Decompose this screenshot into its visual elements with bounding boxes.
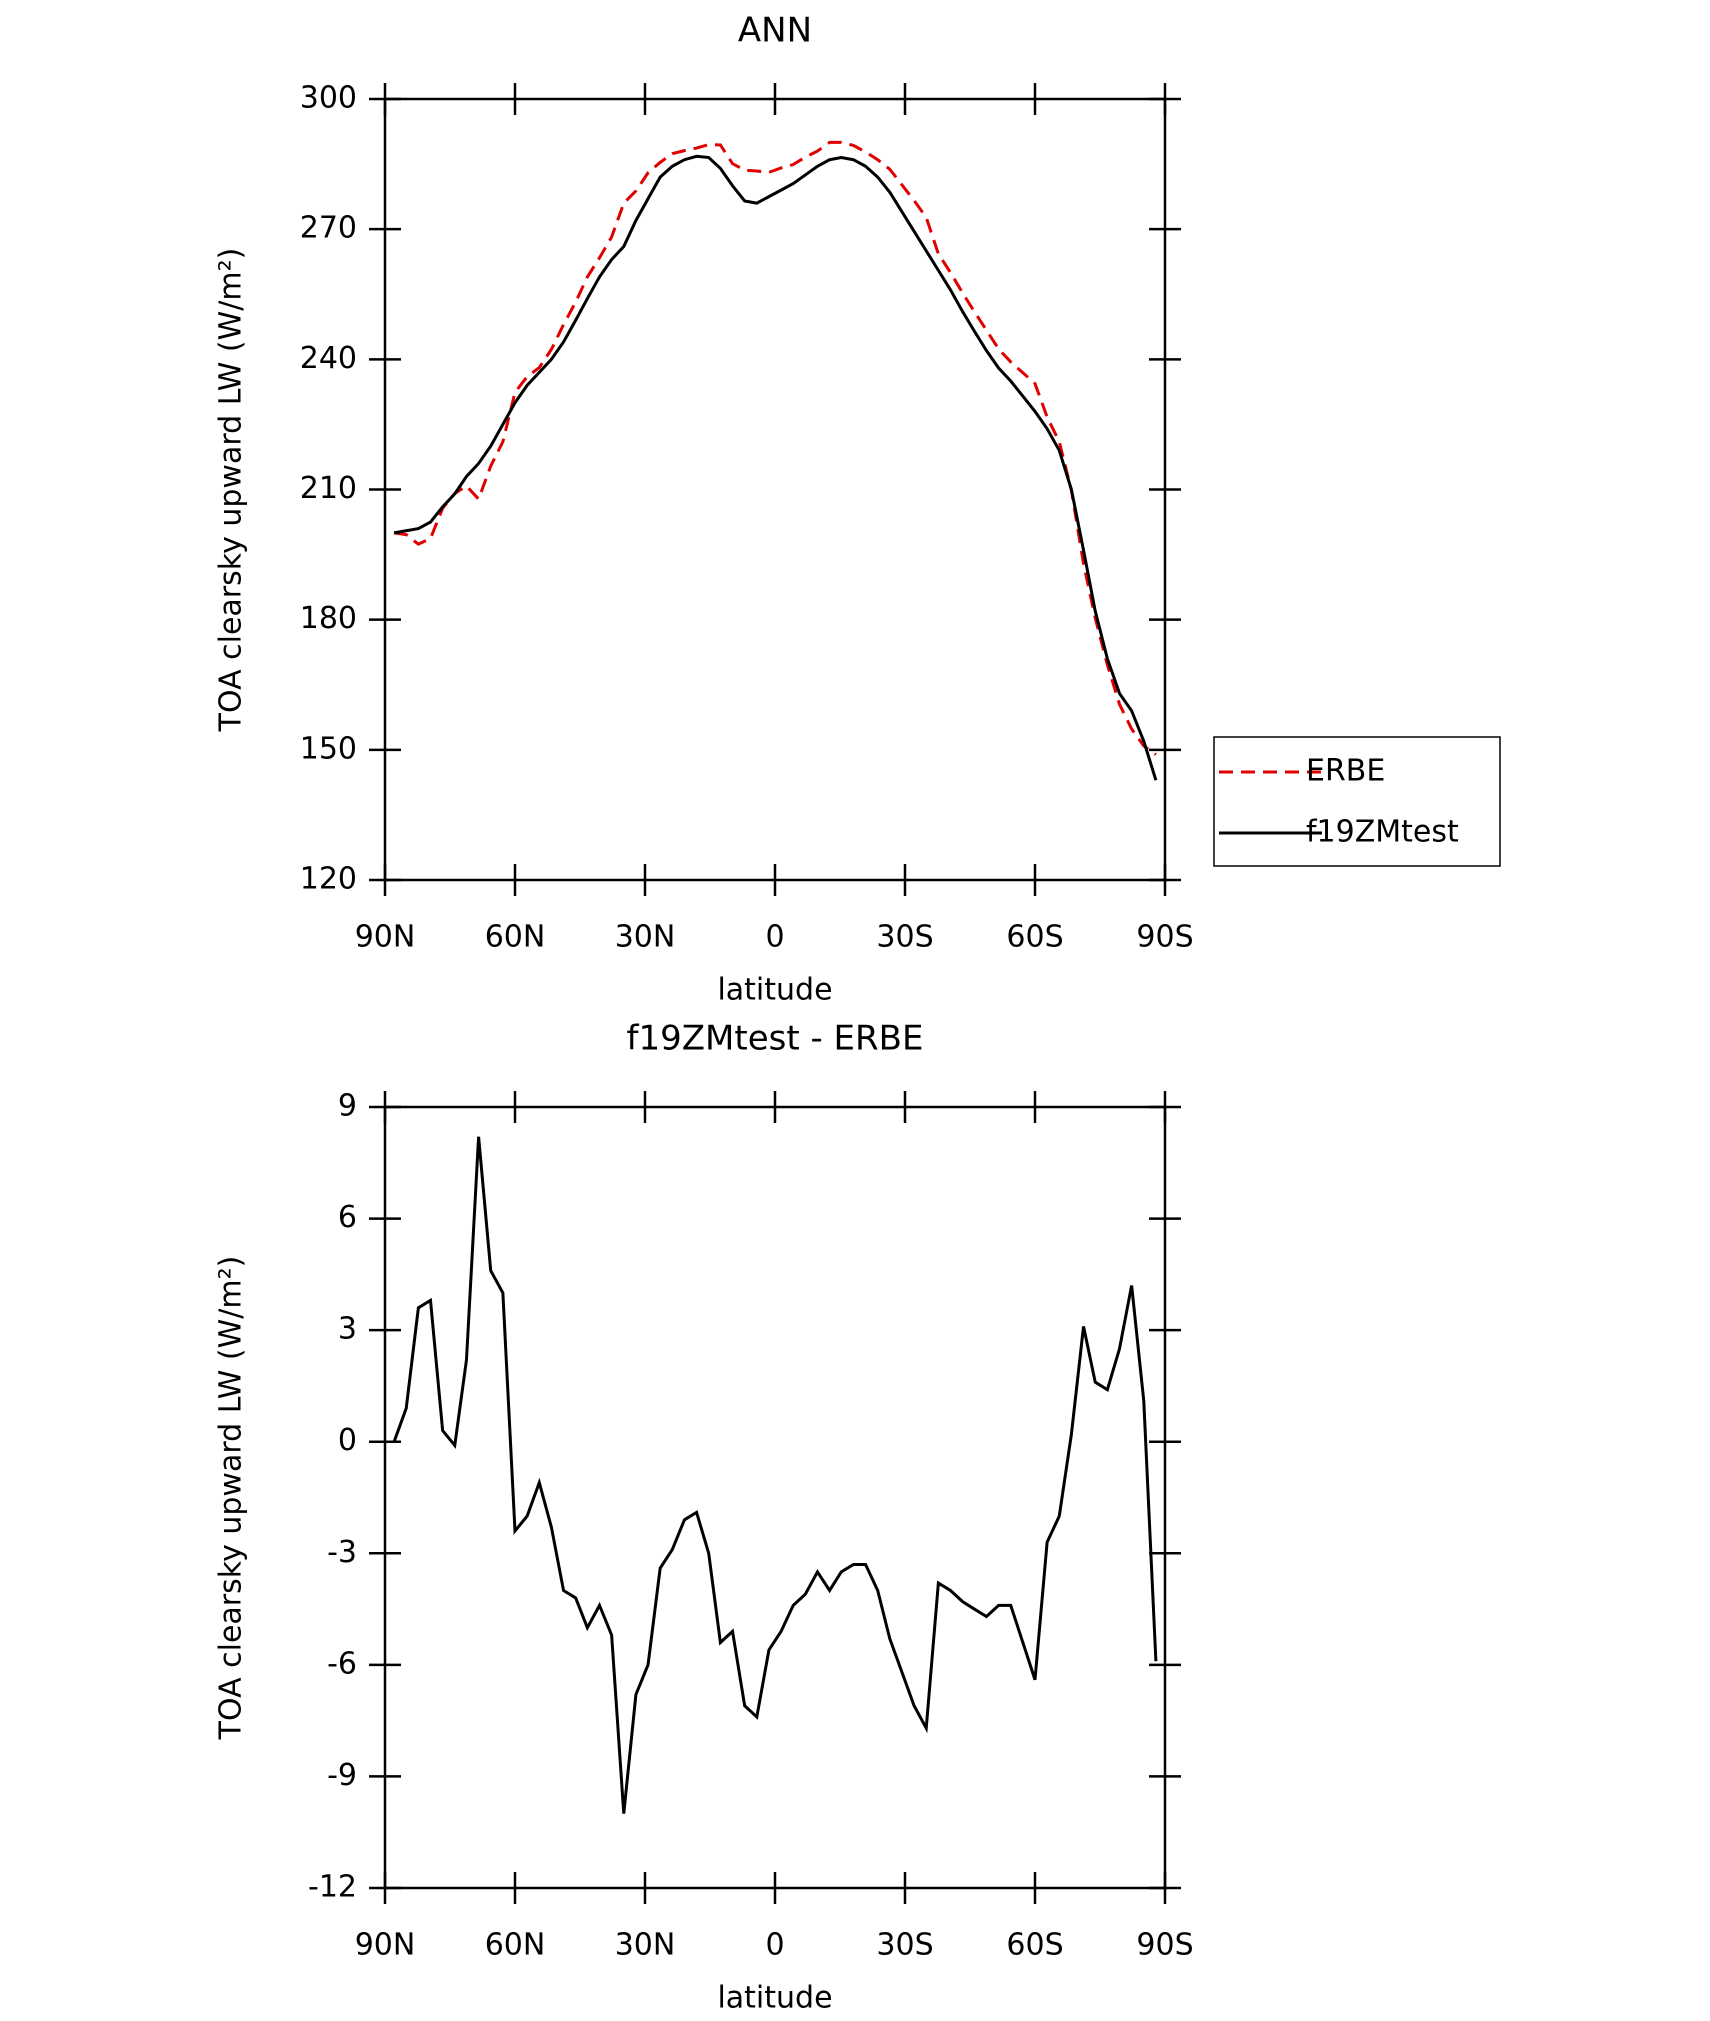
y-tick-label: 150 bbox=[300, 731, 357, 766]
data-line bbox=[393, 140, 1157, 756]
x-tick-label: 90N bbox=[355, 920, 416, 955]
y-tick-label: 210 bbox=[300, 471, 357, 506]
x-tick-label: 60S bbox=[1006, 920, 1063, 955]
legend-label: f19ZMtest bbox=[1306, 815, 1459, 850]
x-tick-label: 30N bbox=[615, 1928, 676, 1963]
y-tick-label: 9 bbox=[338, 1089, 357, 1124]
x-tick-label: 60N bbox=[485, 920, 546, 955]
chart-title: f19ZMtest - ERBE bbox=[627, 1019, 924, 1059]
y-tick-label: 300 bbox=[300, 81, 357, 116]
x-tick-label: 90N bbox=[355, 1928, 416, 1963]
y-tick-label: -3 bbox=[327, 1535, 357, 1570]
chart: ANN latitude TOA clearsky upward LW (W/m²)… bbox=[214, 11, 1501, 1008]
x-tick-label: 90S bbox=[1136, 1928, 1193, 1963]
plot-frame bbox=[383, 97, 1167, 882]
y-tick-label: 180 bbox=[300, 601, 357, 636]
x-tick-label: 0 bbox=[765, 920, 784, 955]
y-tick-label: 120 bbox=[300, 862, 357, 897]
x-tick-label: 60N bbox=[485, 1928, 546, 1963]
x-tick-label: 90S bbox=[1136, 920, 1193, 955]
plot-frame bbox=[383, 1105, 1167, 1890]
y-tick-label: -6 bbox=[327, 1646, 357, 1681]
y-axis-title: TOA clearsky upward LW (W/m²) bbox=[214, 1256, 249, 1741]
legend: ERBE f19ZMtest bbox=[1213, 736, 1501, 867]
data-line bbox=[393, 154, 1158, 781]
y-tick-label: 3 bbox=[338, 1312, 357, 1347]
y-axis-title: TOA clearsky upward LW (W/m²) bbox=[214, 248, 249, 733]
y-tick-label: 270 bbox=[300, 211, 357, 246]
y-tick-label: 0 bbox=[338, 1423, 357, 1458]
y-tick-label: -9 bbox=[327, 1758, 357, 1793]
chart: f19ZMtest - ERBE latitude TOA clearsky upw… bbox=[214, 1019, 1194, 2016]
y-tick-label: -12 bbox=[308, 1870, 357, 1905]
x-axis-title: latitude bbox=[717, 1981, 832, 2016]
x-tick-label: 30S bbox=[876, 1928, 933, 1963]
legend-box bbox=[1213, 736, 1501, 867]
x-tick-label: 0 bbox=[765, 1928, 784, 1963]
y-tick-label: 6 bbox=[338, 1200, 357, 1235]
x-tick-label: 30S bbox=[876, 920, 933, 955]
legend-label: ERBE bbox=[1306, 754, 1385, 789]
x-tick-label: 30N bbox=[615, 920, 676, 955]
x-tick-label: 60S bbox=[1006, 1928, 1063, 1963]
y-tick-label: 240 bbox=[300, 341, 357, 376]
x-axis-title: latitude bbox=[717, 973, 832, 1008]
chart-title: ANN bbox=[738, 11, 812, 51]
data-line bbox=[392, 1136, 1158, 1814]
